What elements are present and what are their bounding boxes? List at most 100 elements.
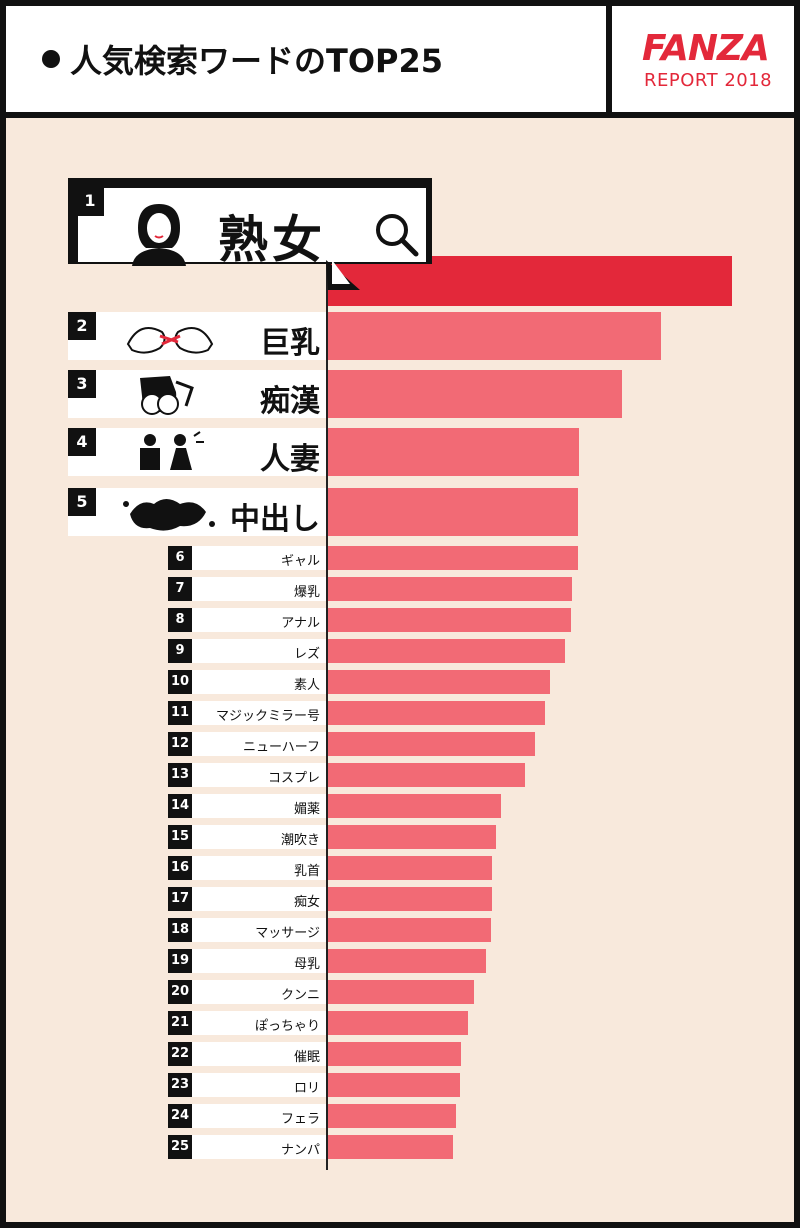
rank-number: 25 [168,1135,192,1159]
rank-row-17: 17 痴女 [168,887,326,911]
header-divider [606,6,612,112]
rank-row-18: 18 マッサージ [168,918,326,942]
rank-number: 3 [68,370,96,398]
bar-14 [328,794,501,818]
rank-label: マッサージ [255,926,320,941]
rank-number: 5 [68,488,96,516]
bar-11 [328,701,545,725]
rank-label: マジックミラー号 [215,709,320,724]
rank-row-10: 10 素人 [168,670,326,694]
rank-label: フェラ [280,1112,320,1127]
top-rank-callout: 熟女 1 [68,178,438,290]
rank-label: 痴漢 [260,384,320,419]
splash-icon [123,499,215,531]
rank-row-5: 5 中出し [68,488,326,537]
rank-label: 熟女 [218,211,326,269]
bar-18 [328,918,491,942]
rank-label: 催眠 [293,1050,320,1065]
rank-number: 8 [168,608,192,632]
rank-number: 16 [168,856,192,880]
rank-number: 22 [168,1042,192,1066]
bar-15 [328,825,496,849]
woman-avatar-icon [132,204,186,266]
header: 人気検索ワードのTOP25 FANZA REPORT 2018 [6,6,794,118]
bar-13 [328,763,525,787]
rank-number: 9 [168,639,192,663]
rank-row-7: 7 爆乳 [168,577,326,601]
bar-24 [328,1104,456,1128]
rank-row-15: 15 潮吹き [168,825,326,849]
rank-number: 6 [168,546,192,570]
rank-number: 15 [168,825,192,849]
rank-row-22: 22 催眠 [168,1042,326,1066]
rank-row-4: 4 人妻 [68,428,326,477]
rank-label: 母乳 [293,957,320,972]
rank-label: アナル [281,616,320,631]
search-icon [376,214,419,257]
rank-number: 13 [168,763,192,787]
bar-5 [328,488,578,536]
rank-label: ニューハーフ [243,740,320,755]
rank-number: 24 [168,1104,192,1128]
rank-number: 7 [168,577,192,601]
rank-label: 痴女 [293,895,320,910]
bar-22 [328,1042,461,1066]
rank-row-25: 25 ナンパ [168,1135,326,1159]
rank-label: 媚薬 [293,802,320,817]
rank-number: 12 [168,732,192,756]
rank-row-3: 3 痴漢 [68,370,326,419]
rank-row-2: 2 巨乳 [68,312,326,361]
rank-row-8: 8 アナル [168,608,326,632]
rank-row-11: 11 マジックミラー号 [168,701,326,725]
bar-1 [328,256,732,306]
bar-19 [328,949,486,973]
rank-number: 1 [76,186,104,216]
bar-20 [328,980,474,1004]
rank-number: 10 [168,670,192,694]
callout-body: 熟女 [76,186,428,269]
couple-icon [140,431,204,470]
rank-row-9: 9 レズ [168,639,326,663]
rank-label: 中出し [230,502,320,537]
bar-4 [328,428,579,476]
rank-number: 4 [68,428,96,456]
rank-row-13: 13 コスプレ [168,763,326,787]
bar-25 [328,1135,453,1159]
rank-label: 素人 [293,678,320,693]
rank-number: 23 [168,1073,192,1097]
bar-9 [328,639,565,663]
brand-logo: FANZA [642,28,770,69]
rank-label: 潮吹き [280,833,320,848]
rank-label: 人妻 [260,442,320,477]
callout-frame: 熟女 1 [68,178,432,269]
rank-number: 2 [68,312,96,340]
rank-label: 爆乳 [293,585,320,600]
rank-number: 11 [168,701,192,725]
bar-21 [328,1011,468,1035]
rank-row-21: 21 ぽっちゃり [168,1011,326,1035]
bar-10 [328,670,550,694]
callout-tail [326,260,360,290]
bar-17 [328,887,492,911]
rank-row-24: 24 フェラ [168,1104,326,1128]
rank-row-16: 16 乳首 [168,856,326,880]
rank-row-23: 23 ロリ [168,1073,326,1097]
breasts-icon [126,327,214,354]
rank-label: レズ [293,647,320,662]
rank-row-14: 14 媚薬 [168,794,326,818]
rank-number: 21 [168,1011,192,1035]
rank-label: ギャル [280,554,320,569]
rank-number: 20 [168,980,192,1004]
rank-number: 18 [168,918,192,942]
report-year: REPORT 2018 [644,70,773,91]
rank-label: ぽっちゃり [254,1019,320,1034]
rank-row-19: 19 母乳 [168,949,326,973]
bullet-icon [42,50,60,68]
chart-axis [326,242,328,1170]
rank-number: 14 [168,794,192,818]
rank-number: 19 [168,949,192,973]
groping-icon [140,376,194,415]
rank-row-6: 6 ギャル [168,546,326,570]
rank-row-20: 20 クンニ [168,980,326,1004]
rank-label: 巨乳 [260,326,320,361]
